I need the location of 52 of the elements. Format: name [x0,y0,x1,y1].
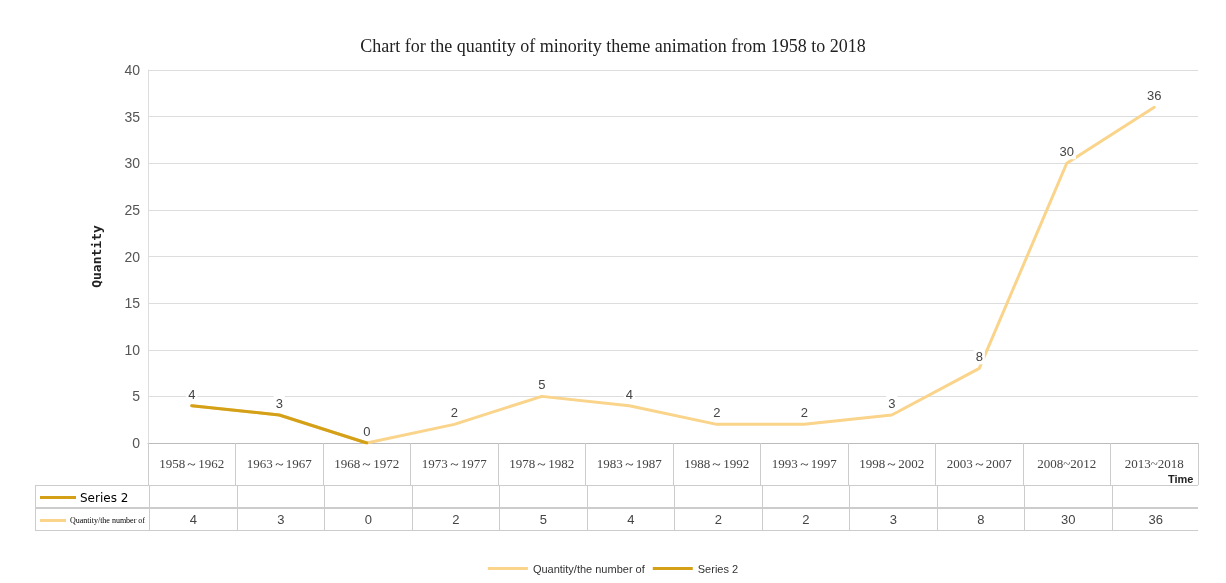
data-label: 3 [236,509,324,530]
data-label: 4 [586,509,674,530]
x-tick-label: 1983～1987 [596,456,663,471]
text: 3 [888,396,896,412]
y-tick-label: 30 [124,155,141,172]
y-tick-label: 35 [124,108,141,125]
text: 36 [1147,88,1162,104]
data-label: 4 [149,509,237,530]
text: 8 [975,349,983,365]
x-tick-label: 2003～2007 [946,456,1013,471]
y-tick-label: 10 [124,341,141,358]
data-label: 8 [936,509,1024,530]
y-tick-label: 40 [124,62,141,78]
y-tick-label: 15 [124,295,141,312]
data-label: 5 [499,509,587,530]
text: Series 2 [697,562,739,575]
x-tick-label: 1993～1997 [771,456,838,471]
y-tick-label: 20 [124,248,141,265]
x-tick-label: 1978～1982 [509,456,575,471]
x-tick-label: 2008~2012 [1037,456,1097,471]
x-tick-label: 1968～1972 [334,456,400,471]
x-tick-label: 1988～1992 [684,456,750,471]
data-label: 36 [1111,509,1199,530]
text: 30 [1059,144,1074,160]
text: 0 [363,424,371,439]
x-tick-label: 1963～1967 [246,456,313,471]
text: 2 [713,405,721,421]
data-label: 3 [849,509,937,530]
text: 2 [450,405,458,421]
text: 4 [188,386,196,402]
x-tick-label: 2013~2018 [1124,456,1184,471]
text: 4 [625,386,633,402]
text: 5 [538,377,546,393]
data-label: 2 [411,509,499,530]
y-tick-label: 25 [124,201,141,218]
text: 2 [800,405,808,421]
x-tick-label: 1973～1977 [421,456,488,471]
legend-label: Quantity/the number of [69,516,145,525]
y-tick-label: 0 [132,435,141,451]
data-label: 2 [761,509,849,530]
data-label: 30 [1024,509,1112,530]
legend-label: Series 2 [80,490,129,505]
x-axis-title: Time [1168,472,1194,485]
y-tick-label: 5 [132,388,141,405]
text: Quantity/the number of [532,562,645,575]
y-axis-title: Quantity [89,225,104,288]
x-tick-label: 1998～2002 [859,456,925,471]
data-label: 2 [674,509,762,530]
x-tick-label: 1958～1962 [159,456,225,471]
text: 3 [275,396,283,412]
chart-title: Chart for the quantity of minority theme animation from 1958 to 2018 [360,36,866,56]
data-label: 0 [324,509,412,530]
